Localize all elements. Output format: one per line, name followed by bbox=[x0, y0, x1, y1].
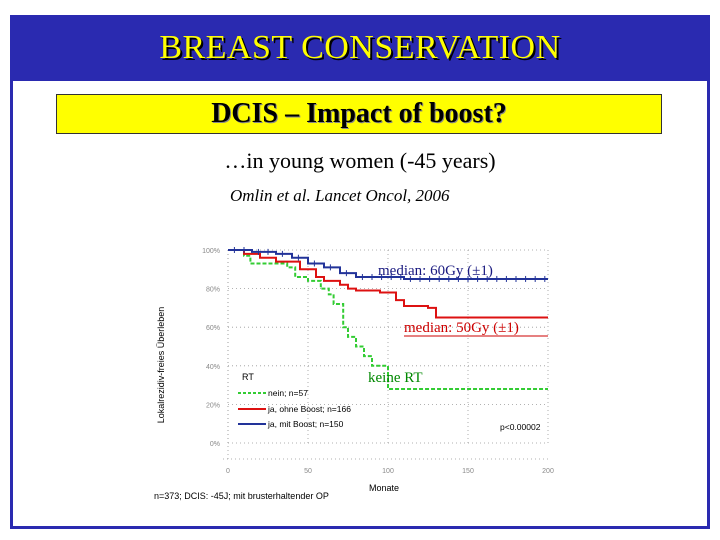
x-tick-label: 200 bbox=[542, 468, 554, 475]
slide-frame bbox=[10, 15, 710, 529]
y-tick-label: 60% bbox=[206, 325, 220, 332]
annotation-no-rt: keine RT bbox=[368, 370, 423, 386]
subtitle-box: DCIS – Impact of boost? bbox=[56, 94, 662, 134]
x-axis-label: Monate bbox=[369, 483, 399, 493]
y-tick-labels: 0% 20% 40% 60% 80% 100% bbox=[202, 248, 220, 448]
y-tick-label: 100% bbox=[202, 248, 220, 255]
annotation-60gy: median: 60Gy (±1) bbox=[378, 263, 493, 279]
y-axis-label: Lokalrezidiv-freies Überleben bbox=[156, 307, 166, 424]
footnote: n=373; DCIS: -45J; mit brusterhaltender … bbox=[154, 491, 329, 501]
legend-label-none: nein; n=57 bbox=[268, 388, 308, 398]
population-note: …in young women (-45 years) bbox=[224, 148, 496, 173]
legend-label-boost: ja, mit Boost; n=150 bbox=[267, 419, 344, 429]
subtitle-heading: DCIS – Impact of boost? bbox=[211, 98, 507, 129]
series-line-boost bbox=[228, 249, 548, 280]
series-line-no-rt bbox=[228, 249, 548, 390]
chart-background bbox=[150, 225, 570, 505]
x-tick-label: 150 bbox=[462, 468, 474, 475]
series-line-no-boost bbox=[228, 249, 548, 319]
slide-title: BREAST CONSERVATION bbox=[159, 29, 561, 66]
series-group bbox=[228, 247, 548, 390]
chart-grid bbox=[223, 249, 549, 460]
title-bar: BREAST CONSERVATION bbox=[12, 17, 708, 81]
citation: Omlin et al. Lancet Oncol, 2006 bbox=[230, 186, 450, 205]
x-tick-label: 50 bbox=[304, 468, 312, 475]
y-tick-label: 0% bbox=[210, 441, 220, 448]
legend-title: RT bbox=[242, 372, 254, 382]
p-value: p<0.00002 bbox=[500, 422, 541, 432]
legend-label-no-boost: ja, ohne Boost; n=166 bbox=[267, 404, 351, 414]
survival-chart: 0% 20% 40% 60% 80% 100% 0 50 100 150 200 Lokalrez… bbox=[150, 225, 570, 505]
x-tick-labels: 0 50 100 150 200 bbox=[226, 468, 554, 475]
y-tick-label: 80% bbox=[206, 287, 220, 294]
annotation-50gy: median: 50Gy (±1) bbox=[404, 320, 519, 336]
y-tick-label: 20% bbox=[206, 402, 220, 409]
x-tick-label: 0 bbox=[226, 468, 230, 475]
y-tick-label: 40% bbox=[206, 364, 220, 371]
x-tick-label: 100 bbox=[382, 468, 394, 475]
